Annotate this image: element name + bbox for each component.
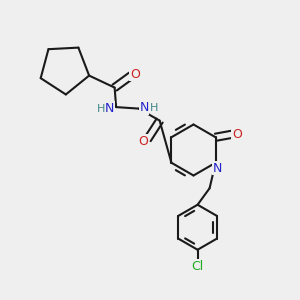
Text: O: O (232, 128, 242, 141)
Text: H: H (97, 103, 105, 114)
Text: O: O (138, 135, 148, 148)
Text: Cl: Cl (191, 260, 204, 273)
Text: N: N (139, 101, 149, 114)
Text: N: N (105, 102, 114, 115)
Text: H: H (150, 103, 158, 113)
Text: O: O (130, 68, 140, 81)
Text: N: N (212, 162, 222, 175)
